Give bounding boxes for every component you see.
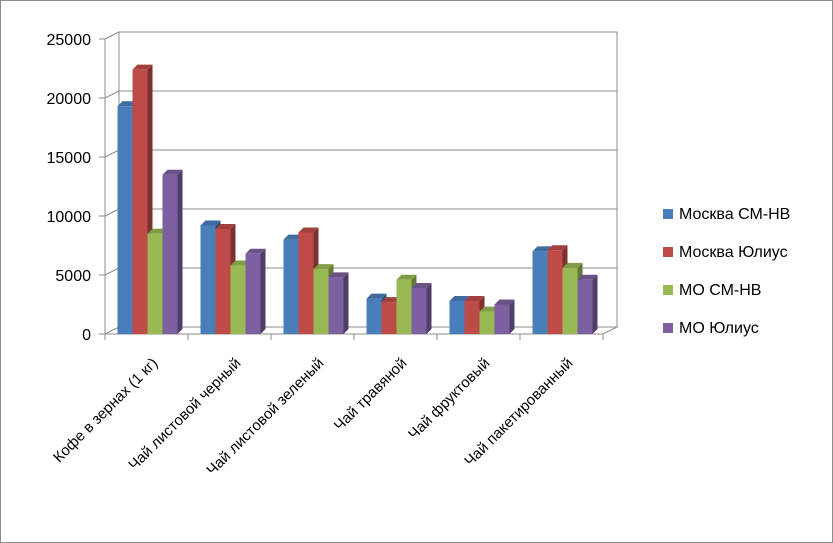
gridline-side xyxy=(104,31,120,40)
bar xyxy=(577,274,598,334)
bar-top xyxy=(313,264,334,270)
y-tick-label: 25000 xyxy=(47,32,92,49)
bar-top xyxy=(464,295,485,301)
x-tick-label: Чай фруктовый xyxy=(405,355,493,443)
y-tick-label: 0 xyxy=(82,327,91,344)
bar xyxy=(245,248,266,334)
bar-front xyxy=(577,279,593,334)
bar-side xyxy=(177,169,183,334)
bar-front xyxy=(396,279,412,334)
bar-top xyxy=(215,223,236,229)
legend-swatch xyxy=(663,247,673,257)
bar-top xyxy=(298,227,319,233)
legend-swatch xyxy=(663,209,673,219)
bar-front xyxy=(313,269,329,334)
bar-front xyxy=(411,287,427,334)
bar-front xyxy=(147,233,163,334)
legend-label: МО СМ-НВ xyxy=(679,282,761,299)
bar-front xyxy=(381,302,397,334)
y-tick-label: 15000 xyxy=(47,150,92,167)
bar xyxy=(328,272,349,334)
legend-entry: МО Юлиус xyxy=(663,320,759,337)
y-tick-label: 5000 xyxy=(55,268,91,285)
bar xyxy=(411,282,432,334)
bar-side xyxy=(343,272,349,334)
x-tick-label: Чай травяной xyxy=(331,355,410,434)
bar-front xyxy=(215,228,231,334)
bar-front xyxy=(117,106,133,334)
bar-top xyxy=(200,220,221,226)
bar-front xyxy=(547,250,563,334)
bar-front xyxy=(328,277,344,334)
bar xyxy=(162,169,183,334)
bar-front xyxy=(532,251,548,334)
bar-top xyxy=(396,274,417,280)
legend-swatch xyxy=(663,323,673,333)
x-axis-labels: Кофе в зернах (1 кг)Чай листовой черныйЧ… xyxy=(50,355,576,479)
bar-front xyxy=(464,300,480,334)
bar-top xyxy=(328,272,349,278)
bar xyxy=(494,299,515,334)
legend-entry: МО СМ-НВ xyxy=(663,282,761,299)
bar-side xyxy=(426,282,432,334)
bar-top xyxy=(366,293,387,299)
bar-top xyxy=(245,248,266,254)
bar-front xyxy=(283,239,299,334)
bar-front xyxy=(494,304,510,334)
y-axis: 0 5000 10000 15000 20000 25000 xyxy=(47,32,604,344)
legend-entry: Москва Юлиус xyxy=(663,244,788,261)
bar-front xyxy=(479,311,495,334)
bar-front xyxy=(245,253,261,334)
bar-top xyxy=(162,169,183,175)
bar-side xyxy=(592,274,598,334)
legend-entry: Москва СМ-НВ xyxy=(663,206,790,223)
gridline-side xyxy=(104,267,120,276)
bar-side xyxy=(260,248,266,334)
legend-swatch xyxy=(663,285,673,295)
bar-top xyxy=(562,262,583,268)
gridline-side xyxy=(104,90,120,99)
bar-front xyxy=(132,69,148,335)
bar-front xyxy=(298,232,314,334)
gridline-side xyxy=(104,208,120,217)
y-tick-label: 20000 xyxy=(47,91,92,108)
bar-front xyxy=(449,300,465,334)
y-tick-label: 10000 xyxy=(47,209,92,226)
bar-top xyxy=(532,246,553,252)
bar-side xyxy=(509,299,515,334)
bar-top xyxy=(494,299,515,305)
bars xyxy=(117,64,598,335)
bar-front xyxy=(230,265,246,334)
bar-top xyxy=(132,64,153,70)
bar-front xyxy=(162,174,178,334)
gridline-side xyxy=(104,149,120,158)
bar-top xyxy=(411,282,432,288)
legend-label: Москва Юлиус xyxy=(679,244,788,261)
bar-front xyxy=(200,225,216,334)
legend: Москва СМ-НВ Москва Юлиус МО СМ-НВ МО Юлиус xyxy=(663,206,790,337)
bar-top xyxy=(449,295,470,301)
legend-label: МО Юлиус xyxy=(679,320,759,337)
bar-front xyxy=(562,267,578,334)
bar-top xyxy=(547,245,568,251)
bar-front xyxy=(366,298,382,334)
legend-label: Москва СМ-НВ xyxy=(679,206,790,223)
bar-top xyxy=(577,274,598,280)
